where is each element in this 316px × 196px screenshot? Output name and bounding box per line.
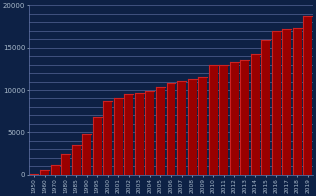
Bar: [219, 65, 228, 175]
Bar: [283, 29, 291, 175]
Bar: [261, 40, 270, 175]
Bar: [125, 94, 133, 175]
Bar: [40, 170, 49, 175]
Bar: [61, 154, 70, 175]
Bar: [209, 65, 218, 175]
Bar: [177, 81, 186, 175]
Bar: [230, 63, 239, 175]
Bar: [145, 91, 155, 175]
Bar: [198, 77, 207, 175]
Bar: [29, 174, 39, 175]
Bar: [272, 31, 281, 175]
Bar: [167, 83, 175, 175]
Bar: [51, 165, 60, 175]
Bar: [251, 54, 260, 175]
Bar: [114, 98, 123, 175]
Bar: [188, 79, 197, 175]
Bar: [240, 60, 249, 175]
Bar: [303, 16, 313, 175]
Bar: [93, 117, 102, 175]
Bar: [82, 134, 91, 175]
Bar: [293, 28, 302, 175]
Bar: [72, 145, 81, 175]
Bar: [135, 93, 144, 175]
Bar: [156, 87, 165, 175]
Bar: [103, 101, 112, 175]
